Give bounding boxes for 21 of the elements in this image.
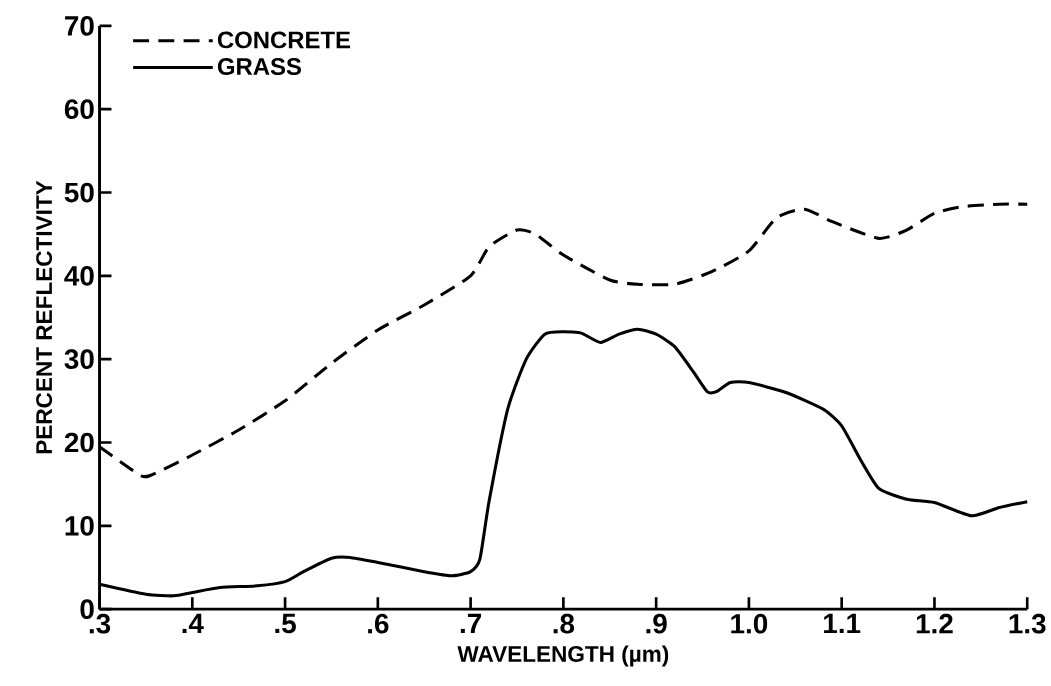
x-tick-label: 1.2 [916, 613, 953, 634]
legend-label: CONCRETE [217, 31, 351, 49]
x-tick-label: .9 [646, 613, 667, 634]
y-axis-title: PERCENT REFLECTIVITY [36, 180, 53, 454]
y-tick-label: 40 [64, 266, 94, 286]
x-tick-label: 1.0 [731, 613, 768, 634]
x-tick-label: .6 [368, 613, 389, 634]
y-tick-label: 10 [65, 516, 94, 536]
x-tick-label: .8 [553, 613, 575, 634]
y-tick-label: 70 [65, 16, 94, 36]
y-tick-label: 50 [64, 182, 94, 203]
y-tick-label: 30 [64, 349, 94, 370]
x-tick-label: 1.3 [1009, 613, 1046, 634]
y-tick-label: 20 [64, 432, 94, 453]
legend-label: GRASS [217, 58, 301, 76]
y-tick-label: 60 [64, 99, 94, 120]
x-tick-label: .4 [182, 613, 204, 634]
x-tick-label: 1.1 [824, 613, 861, 634]
x-tick-label: .7 [460, 613, 482, 634]
x-axis-title: WAVELENGTH (µm) [457, 645, 669, 667]
x-tick-label: .5 [275, 613, 296, 634]
